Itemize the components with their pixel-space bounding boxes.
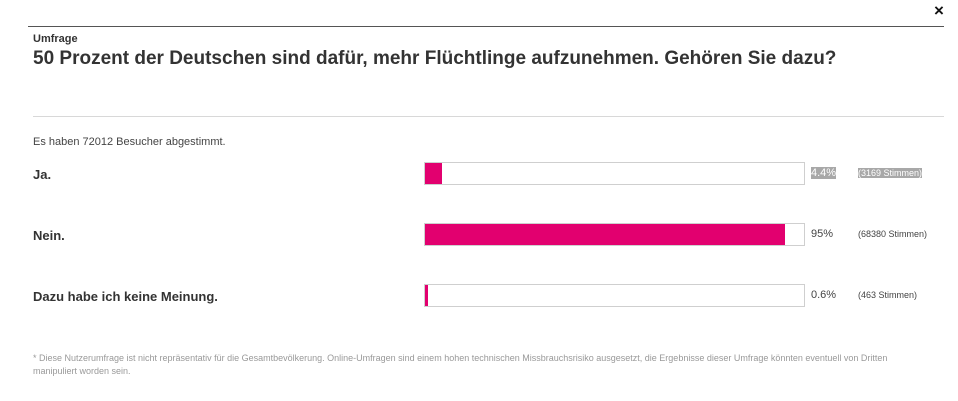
poll-option-keine-meinung: Dazu habe ich keine Meinung. 0.6% (463 S… [0, 283, 958, 309]
poll-kicker: Umfrage [33, 33, 78, 45]
result-bar-fill [425, 285, 428, 306]
result-percent: 4.4% [811, 167, 837, 179]
result-bar-track [424, 162, 805, 185]
result-percent: 95% [811, 228, 834, 240]
result-bar-fill [425, 224, 785, 245]
close-icon[interactable]: × [934, 1, 944, 20]
option-label: Nein. [33, 228, 65, 243]
result-percent: 0.6% [811, 289, 837, 301]
result-bar-track [424, 223, 805, 246]
section-divider [33, 116, 944, 117]
result-votes: (463 Stimmen) [858, 290, 918, 300]
option-label: Dazu habe ich keine Meinung. [33, 289, 218, 304]
result-bar-fill [425, 163, 442, 184]
result-votes: (68380 Stimmen) [858, 229, 928, 239]
poll-option-ja: Ja. 4.4% (3169 Stimmen) [0, 161, 958, 187]
result-votes: (3169 Stimmen) [858, 168, 923, 178]
option-label: Ja. [33, 167, 52, 182]
vote-count: Es haben 72012 Besucher abgestimmt. [33, 136, 226, 148]
result-bar-track [424, 284, 805, 307]
disclaimer-footnote: * Diese Nutzerumfrage ist nicht repräsen… [33, 353, 888, 376]
poll-option-nein: Nein. 95% (68380 Stimmen) [0, 222, 958, 248]
top-divider [28, 26, 944, 27]
poll-question: 50 Prozent der Deutschen sind dafür, meh… [33, 48, 837, 69]
